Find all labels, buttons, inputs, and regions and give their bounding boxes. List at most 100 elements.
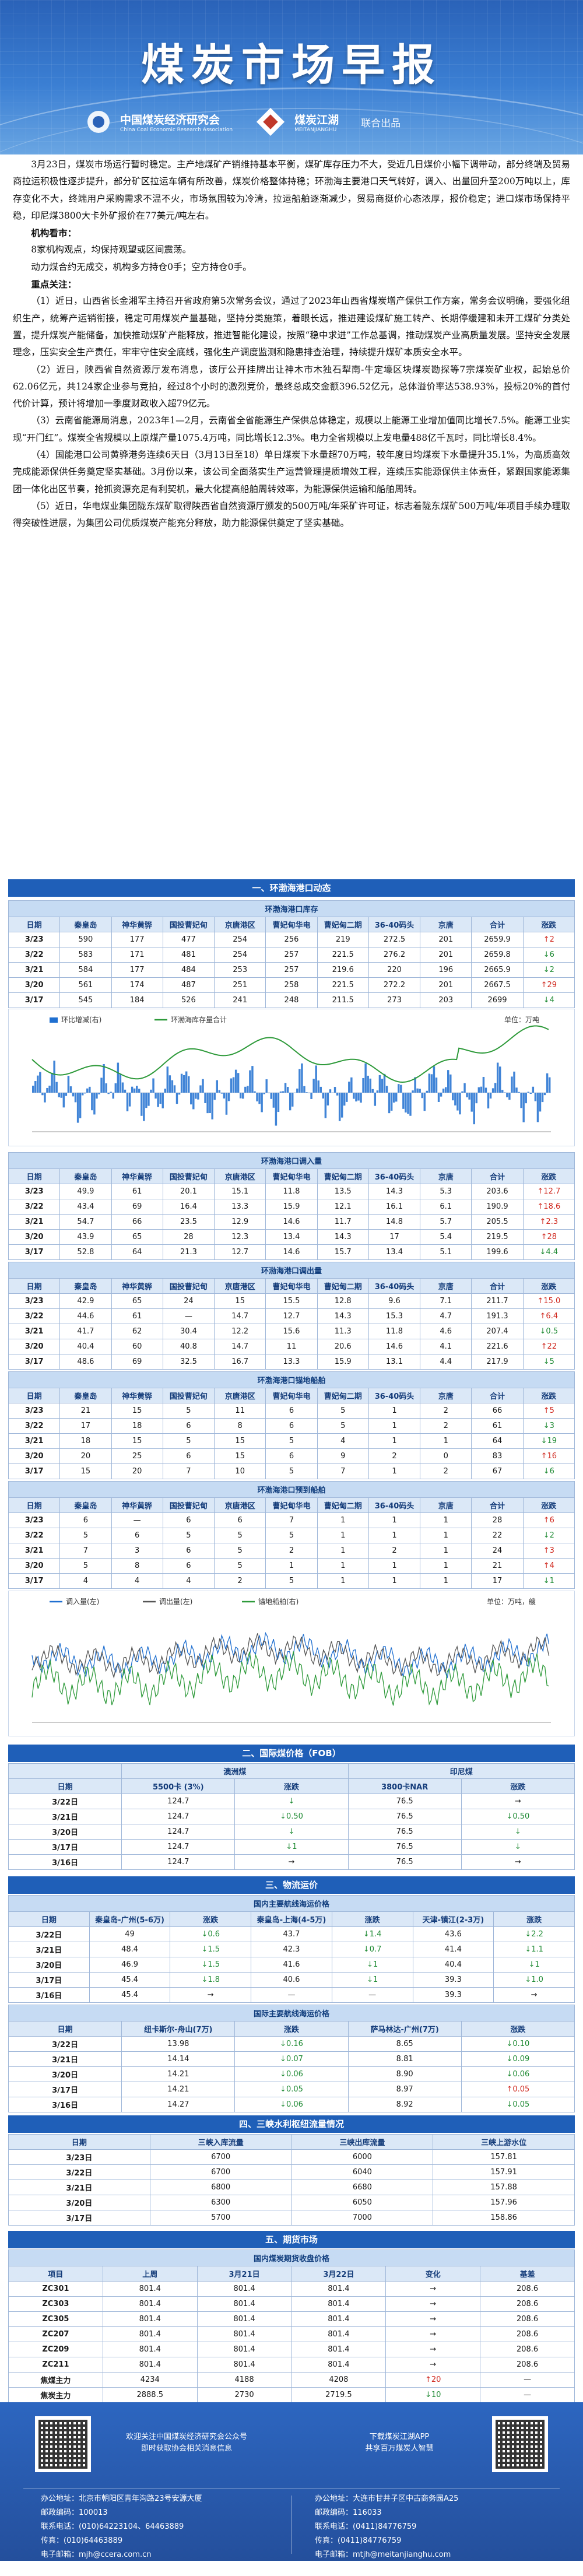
column-header: 神华黄骅: [111, 1388, 163, 1403]
change-bar: [273, 1093, 275, 1108]
table-cell: 8.97: [348, 2082, 461, 2097]
table-cell: 583: [60, 947, 111, 963]
summary-paragraph: （5）近日，华电煤业集团陇东煤矿取得陕西省自然资源厅颁发的500万吨/年采矿许可…: [13, 498, 570, 532]
change-bar: [233, 1078, 234, 1093]
table-cell: ↓0.5: [523, 1324, 574, 1339]
summary-paragraph: 3月23日，煤炭市场运行暂时稳定。主产地煤矿产销维持基本平衡，煤矿库存压力不大，…: [13, 156, 570, 224]
change-bar: [407, 1093, 409, 1114]
table-cell: 2: [420, 1419, 472, 1434]
column-header: 上周: [103, 2266, 197, 2282]
column-header: 国投曹妃甸: [163, 1279, 214, 1294]
column-header: 京唐港区: [215, 1279, 266, 1294]
table-cell: 220: [368, 963, 420, 978]
table-cell: 8.81: [348, 2052, 461, 2067]
table-cell: 1: [420, 1574, 472, 1589]
table-cell: 801.4: [197, 2342, 292, 2357]
change-bar: [89, 1087, 90, 1093]
table-cell: 3/17: [9, 1574, 60, 1589]
table-cell: 1: [420, 1528, 472, 1543]
change-bar: [391, 1093, 392, 1111]
coastal-freight-table: 国内主要航线海运价格日期秦皇岛-广州(5-6万)涨跌秦皇岛-上海(4-5万)涨跌…: [8, 1895, 575, 2003]
table-cell: 6: [163, 1449, 214, 1464]
change-bar: [379, 1075, 381, 1093]
table-cell: 7: [163, 1464, 214, 1479]
table-cell: 48.6: [60, 1354, 111, 1370]
table-cell: 16.1: [368, 1199, 420, 1215]
change-bar: [235, 1070, 237, 1093]
table-cell: 1: [368, 1559, 420, 1574]
change-bar: [188, 1076, 189, 1093]
table-cell: 13.3: [266, 1354, 317, 1370]
table-cell: 3/22: [9, 1309, 60, 1324]
table-cell: 481: [163, 947, 214, 963]
table-cell: 1: [317, 1574, 368, 1589]
table-cell: →: [170, 1988, 251, 2003]
table-cell: 801.4: [292, 2312, 386, 2327]
table-cell: 6: [163, 1543, 214, 1559]
change-bar: [211, 1093, 213, 1119]
app-qr-caption: 下载煤炭江湖APP 共享百万煤炭人智慧: [315, 2431, 484, 2455]
table-cell: 18: [111, 1419, 163, 1434]
table-cell: 207.4: [472, 1324, 523, 1339]
column-header: 3800卡NAR: [348, 1779, 461, 1794]
table-caption: 环渤海港口调出量: [9, 1262, 575, 1279]
column-header: 36-40码头: [368, 1498, 420, 1513]
change-bar: [145, 1093, 147, 1108]
change-bar: [374, 1093, 376, 1106]
change-bar: [192, 1093, 194, 1109]
legend-bar-label-swatch: [50, 1017, 58, 1023]
table-cell: 801.4: [197, 2282, 292, 2297]
table-cell: 3/22日: [9, 1794, 122, 1809]
table-cell: 1: [368, 1464, 420, 1479]
table-cell: 14.7: [215, 1339, 266, 1354]
anchored-line: [32, 1651, 549, 1705]
table-cell: ZC301: [9, 2282, 103, 2297]
wechat-qr-code[interactable]: [35, 2416, 91, 2472]
table-cell: 545: [60, 993, 111, 1008]
table-cell: 157.88: [433, 2180, 575, 2195]
change-bar: [120, 1073, 121, 1093]
column-header: 涨跌: [461, 1779, 574, 1794]
header-banner: 煤炭市场早报 中国煤炭经济研究会 China Coal Economic Res…: [0, 0, 583, 155]
table-cell: ZC303: [9, 2297, 103, 2312]
change-bar: [296, 1089, 298, 1093]
column-header: 涨跌: [523, 1498, 574, 1513]
table-cell: 5.3: [420, 1184, 472, 1199]
change-bar: [63, 1093, 65, 1107]
column-header: 36-40码头: [368, 1388, 420, 1403]
contact-line: 电子邮箱：mjh@ccera.com.cn: [41, 2548, 286, 2562]
flow-chart-svg: 调入量(左)调出量(左)锚地船舶(右)单位：万吨，艘: [9, 1591, 574, 1736]
table-cell: 208.6: [480, 2327, 575, 2342]
change-bar: [96, 1093, 97, 1099]
table-cell: 11.8: [368, 1324, 420, 1339]
change-bar: [384, 1074, 385, 1093]
column-header: 项目: [9, 2266, 103, 2282]
change-bar: [353, 1093, 354, 1099]
table-cell: 7.1: [420, 1294, 472, 1309]
table-cell: 3/17: [9, 1464, 60, 1479]
change-bar: [490, 1093, 491, 1099]
table-cell: 18: [60, 1434, 111, 1449]
change-bar: [48, 1086, 50, 1093]
summary-paragraph: （1）近日，山西省长金湘军主持召开省政府第5次常务会议，通过了2023年山西省煤…: [13, 293, 570, 361]
table-cell: 5: [60, 1559, 111, 1574]
change-bar: [197, 1093, 199, 1100]
table-cell: 25: [111, 1449, 163, 1464]
change-bar: [492, 1088, 494, 1093]
change-bar: [436, 1078, 437, 1093]
change-bar: [157, 1093, 159, 1107]
app-qr-code[interactable]: [492, 2416, 548, 2472]
column-header: 神华黄骅: [111, 1498, 163, 1513]
table-cell: 3/22: [9, 1528, 60, 1543]
table-cell: 43.6: [413, 1927, 494, 1942]
table-cell: 3/22日: [9, 2037, 122, 2052]
